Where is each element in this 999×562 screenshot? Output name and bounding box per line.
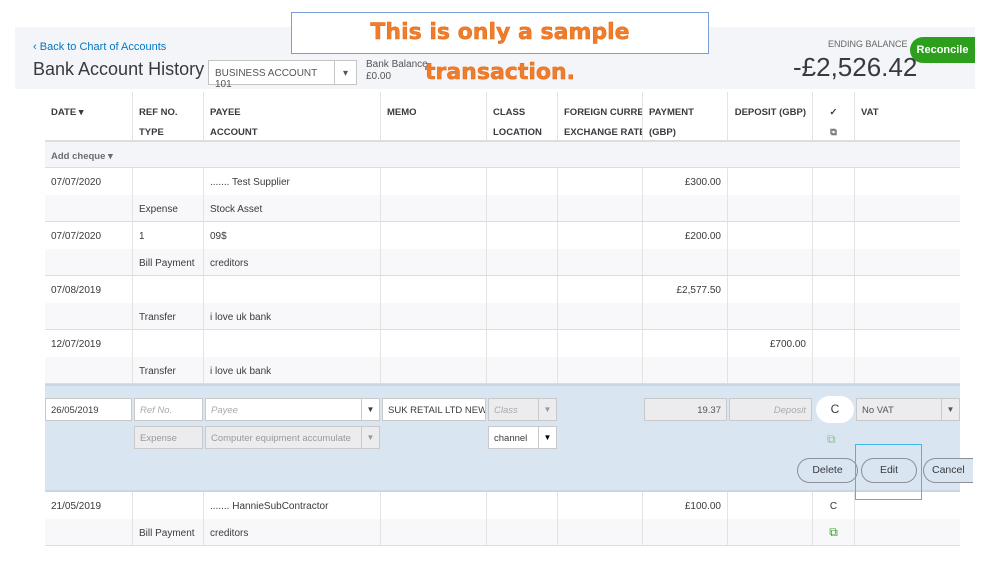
chevron-down-icon: ▼	[361, 427, 379, 448]
date-input[interactable]: 26/05/2019	[45, 398, 132, 421]
page-title: Bank Account History	[33, 59, 205, 79]
chevron-down-icon: ▾	[108, 151, 113, 162]
account-cell: Stock Asset	[210, 204, 263, 215]
add-cheque-button[interactable]: Add cheque ▾	[45, 142, 960, 168]
chevron-down-icon: ▼	[941, 399, 959, 420]
date-column-header[interactable]: DATE ▾	[45, 92, 133, 140]
payment-header: PAYMENT (GBP)	[643, 92, 728, 140]
payee-cell: ....... Test Supplier	[210, 177, 290, 188]
reconcile-status-header: ✓ ⧉	[813, 92, 855, 140]
account-cell: i love uk bank	[210, 312, 272, 323]
type-cell: Expense	[139, 204, 178, 215]
payment-input[interactable]: 19.37	[644, 398, 727, 421]
account-value: BUSINESS ACCOUNT 101	[215, 68, 318, 90]
copy-icon[interactable]: ⧉	[827, 432, 836, 446]
reconcile-status-toggle[interactable]: C	[816, 396, 854, 423]
payee-select[interactable]: Payee ▼	[205, 398, 380, 421]
chevron-down-icon: ▼	[538, 427, 556, 448]
table-row[interactable]: 07/07/2020 Expense ....... Test Supplier…	[45, 168, 960, 222]
ending-balance-label: ENDING BALANCE	[828, 39, 908, 49]
class-select[interactable]: Class ▼	[488, 398, 557, 421]
date-cell: 07/07/2020	[51, 231, 102, 242]
account-cell: i love uk bank	[210, 366, 272, 377]
table-row[interactable]: 07/08/2019 Transfer i love uk bank £2,57…	[45, 276, 960, 330]
bank-balance: Bank Balance £0.00	[366, 59, 428, 83]
reconcile-button[interactable]: Reconcile	[910, 37, 975, 63]
delete-button[interactable]: Delete	[797, 458, 858, 483]
edit-button[interactable]: Edit	[861, 458, 917, 483]
table-row[interactable]: 21/05/2019 Bill Payment ....... HannieSu…	[45, 492, 960, 546]
payment-cell: £2,577.50	[676, 285, 722, 296]
edit-transaction-row: 26/05/2019 Ref No. Payee ▼ SUK RETAIL LTD…	[45, 384, 973, 500]
payee-cell: 09$	[210, 231, 227, 242]
deposit-header: DEPOSIT (GBP)	[728, 92, 813, 140]
copy-icon: ⧉	[830, 127, 837, 138]
location-select[interactable]: channel ▼	[488, 426, 557, 449]
bank-balance-label: Bank Balance	[366, 59, 428, 70]
ref-cell: 1	[139, 231, 145, 242]
date-cell: 07/07/2020	[51, 177, 102, 188]
vat-select[interactable]: No VAT ▼	[856, 398, 960, 421]
vat-header: VAT	[861, 107, 879, 118]
payee-account-header: PAYEE ACCOUNT	[204, 92, 381, 140]
account-cell: creditors	[210, 258, 249, 269]
payment-cell: £300.00	[684, 177, 721, 188]
sort-down-icon: ▾	[78, 107, 84, 118]
sample-notice: This is only a sample transaction.	[291, 12, 709, 85]
table-header: DATE ▾ REF NO. TYPE PAYEE ACCOUNT MEMO CLA…	[45, 92, 960, 142]
cancel-button[interactable]: Cancel	[923, 458, 973, 483]
chevron-down-icon: ▼	[361, 399, 379, 420]
payment-cell: £200.00	[684, 231, 721, 242]
chevron-left-icon: ‹	[33, 41, 40, 53]
bank-balance-value: £0.00	[366, 71, 392, 82]
date-cell: 12/07/2019	[51, 339, 102, 350]
class-location-header: CLASS LOCATION	[487, 92, 558, 140]
chevron-down-icon: ▼	[538, 399, 556, 420]
date-cell: 07/08/2019	[51, 285, 102, 296]
table-row[interactable]: 12/07/2019 Transfer i love uk bank £700.…	[45, 330, 960, 384]
memo-header: MEMO	[381, 92, 487, 140]
table-row[interactable]: 07/07/2020 1 Bill Payment 09$ creditors £2…	[45, 222, 960, 276]
fx-header: FOREIGN CURRENCEXCHANGE RATE	[558, 92, 643, 140]
account-select[interactable]: Computer equipment accumulate ▼	[205, 426, 380, 449]
copy-icon[interactable]: ⧉	[829, 525, 838, 539]
ending-balance-value: -£2,526.42	[793, 52, 918, 82]
deposit-input[interactable]: Deposit	[729, 398, 812, 421]
chevron-down-icon: ▾	[334, 61, 356, 84]
type-field: Expense	[134, 426, 203, 449]
memo-input[interactable]: SUK RETAIL LTD NEWI	[382, 398, 486, 421]
deposit-cell: £700.00	[769, 339, 806, 350]
focus-highlight	[855, 444, 922, 500]
type-cell: Transfer	[139, 366, 176, 377]
account-select[interactable]: BUSINESS ACCOUNT 101 ▾	[208, 60, 357, 90]
type-cell: Bill Payment	[139, 258, 195, 269]
register-table: DATE ▾ REF NO. TYPE PAYEE ACCOUNT MEMO CLA…	[45, 92, 973, 546]
ref-no-input[interactable]: Ref No.	[134, 398, 203, 421]
type-cell: Transfer	[139, 312, 176, 323]
back-to-chart-of-accounts-link[interactable]: ‹ Back to Chart of Accounts	[33, 41, 167, 53]
ref-type-header: REF NO. TYPE	[133, 92, 204, 140]
